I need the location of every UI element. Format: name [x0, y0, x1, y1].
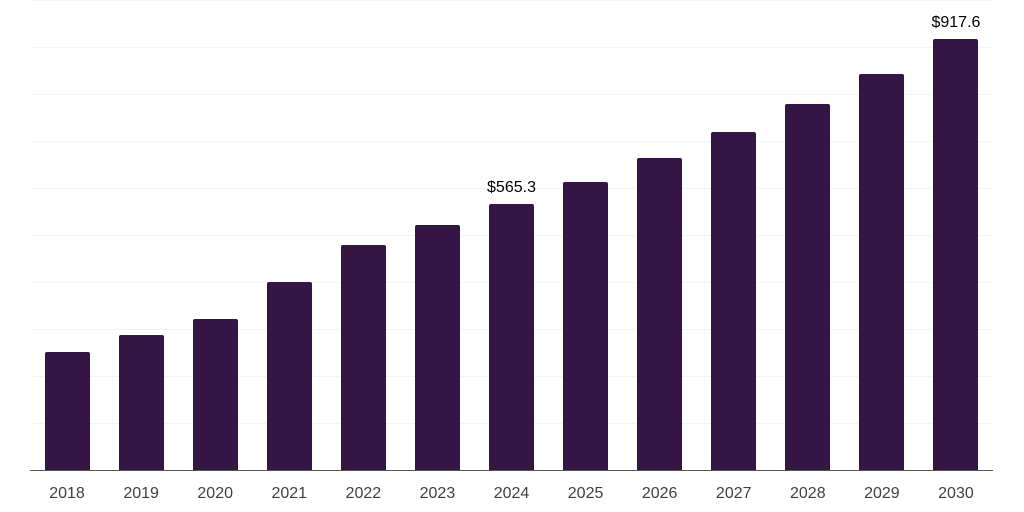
bar-2022[interactable]: [340, 245, 386, 470]
x-axis-label-2030: 2030: [938, 485, 974, 502]
data-label-2030: $917.6: [931, 13, 981, 31]
bar-2030[interactable]: [933, 38, 979, 470]
bar-2025[interactable]: [563, 182, 609, 470]
bar-2020[interactable]: [192, 318, 238, 470]
x-axis-label-2019: 2019: [123, 485, 159, 502]
x-axis-label-2025: 2025: [567, 485, 604, 502]
bar-2027[interactable]: [711, 132, 757, 470]
bar-2026[interactable]: [637, 157, 683, 470]
x-axis-label-2028: 2028: [790, 485, 826, 502]
x-axis-label-2022: 2022: [345, 485, 382, 502]
bar-2024[interactable]: [489, 204, 534, 470]
gridline-1000: [30, 0, 993, 1]
x-axis-line: [30, 470, 993, 472]
bar-2029[interactable]: [859, 73, 905, 470]
bar-2021[interactable]: [266, 282, 312, 470]
x-axis-label-2020: 2020: [197, 485, 233, 502]
x-axis-label-2027: 2027: [715, 485, 752, 502]
bar-2018[interactable]: [44, 352, 90, 470]
data-label-2024: $565.3: [487, 179, 536, 197]
gridline-700: [30, 141, 993, 142]
x-axis-label-2026: 2026: [641, 485, 678, 502]
x-axis-label-2021: 2021: [271, 485, 308, 502]
gridline-900: [30, 47, 993, 48]
x-axis-label-2023: 2023: [419, 485, 456, 502]
bar-2023[interactable]: [414, 224, 460, 470]
bar-2028[interactable]: [785, 104, 831, 470]
gridline-600: [30, 188, 993, 189]
x-axis-label-2024: 2024: [493, 485, 530, 502]
gridline-800: [30, 94, 993, 95]
bar-2019[interactable]: [118, 334, 164, 470]
x-axis-label-2029: 2029: [864, 485, 900, 502]
x-axis-label-2018: 2018: [49, 485, 85, 502]
plot-area: $565.3 $917.6: [30, 0, 993, 470]
